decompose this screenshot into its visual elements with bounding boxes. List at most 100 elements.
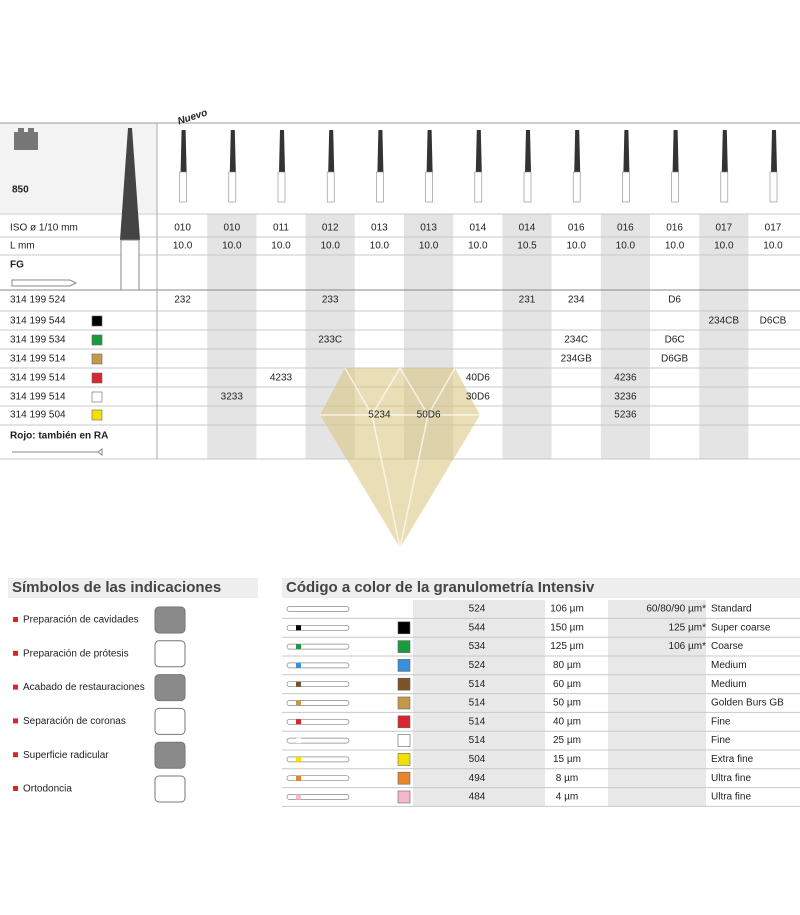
length-value: 10.5 (517, 241, 537, 252)
grit-size: 80 µm (553, 660, 581, 671)
shank-label: FG (10, 260, 24, 271)
color-swatch (91, 391, 103, 403)
length-value: 10.0 (665, 241, 685, 252)
color-swatch (397, 621, 411, 635)
iso-size: 017 (715, 223, 732, 234)
grit-equivalent: 125 µm* (669, 622, 707, 633)
color-swatch (397, 790, 411, 804)
reference: 314 199 544 (10, 316, 66, 327)
iso-size: 014 (469, 223, 486, 234)
grit-code: 514 (469, 716, 486, 727)
cell-code: 232 (174, 295, 191, 306)
iso-size: 016 (568, 223, 585, 234)
length-value: 10.0 (714, 241, 734, 252)
iso-size: 013 (371, 223, 388, 234)
grit-code: 514 (469, 679, 486, 690)
grit-code: 514 (469, 735, 486, 746)
bur-icon (286, 700, 350, 706)
iso-size: 016 (617, 223, 634, 234)
cell-code: 234 (568, 295, 585, 306)
section-band (8, 578, 258, 598)
grit-name: Coarse (711, 641, 744, 652)
background-layer (0, 122, 800, 807)
bur-head (475, 130, 482, 172)
grit-name: Standard (711, 604, 752, 615)
bullet (13, 650, 18, 656)
cell-code: 234C (564, 335, 588, 346)
length-value: 10.0 (173, 241, 193, 252)
grit-size: 125 µm (550, 641, 584, 652)
reference: 314 199 514 (10, 354, 66, 365)
bur-shank (671, 171, 679, 203)
cell-code: 3233 (221, 392, 244, 403)
bur-shank (523, 171, 532, 203)
grit-size: 106 µm (550, 604, 584, 615)
indication-icon (154, 707, 186, 735)
bur-band (296, 794, 301, 800)
bur-shank (720, 171, 729, 203)
cell-code: D6 (668, 295, 681, 306)
grit-name: Fine (711, 735, 731, 746)
grit-name: Super coarse (711, 622, 771, 633)
bur-icon (286, 606, 350, 612)
reference: 314 199 514 (10, 373, 66, 384)
grit-name: Extra fine (711, 754, 754, 765)
grit-name: Ultra fine (711, 773, 751, 784)
iso-size: 012 (322, 223, 339, 234)
reference: 314 199 514 (10, 392, 66, 403)
bur-shank (425, 171, 433, 203)
cell-code: 30D6 (466, 392, 490, 403)
color-swatch (397, 753, 411, 766)
bur-head (574, 130, 581, 172)
shank-icon (11, 279, 78, 287)
color-swatch (397, 696, 411, 710)
bur-band (296, 700, 301, 706)
color-swatch (397, 715, 411, 729)
grit-size: 60 µm (553, 679, 581, 690)
cell-code: 5236 (614, 410, 637, 421)
section-title: Código a color de la granulometría Inten… (286, 579, 595, 596)
indication-text: Ortodoncia (23, 784, 72, 795)
cell-code: 233C (318, 335, 342, 346)
grit-code: 524 (469, 604, 486, 615)
length-value: 10.0 (566, 241, 586, 252)
bur-head (721, 130, 728, 172)
bur-shank (769, 171, 778, 203)
bur-band (296, 644, 301, 650)
bullet (13, 786, 18, 791)
bur-icon (286, 662, 350, 669)
indication-icon (154, 640, 186, 668)
grit-code: 544 (469, 622, 486, 633)
content-layer: 850 Nuevo ISO ø 1/10 mm L mm FG 010 010 011 012 0… (10, 107, 787, 804)
bur-icon (286, 756, 350, 763)
grit-name: Fine (711, 716, 731, 727)
section-band (282, 578, 800, 598)
color-swatch (397, 640, 411, 653)
length-value: 10.0 (763, 241, 783, 252)
cell-code: 4236 (614, 373, 637, 384)
bur-shank (179, 171, 187, 203)
cell-code: 234CB (709, 316, 740, 327)
watermark-facets (344, 366, 456, 417)
grit-size: 50 µm (553, 698, 581, 709)
bur-head (623, 130, 630, 172)
grit-size: 8 µm (556, 773, 578, 784)
ra-shank-icon (12, 448, 103, 456)
indication-text: Superficie radicular (23, 750, 109, 761)
color-swatch (397, 677, 411, 691)
bur-head (229, 130, 236, 172)
length-value: 10.0 (320, 241, 340, 252)
indication-text: Preparación de prótesis (23, 648, 129, 659)
color-swatch (397, 771, 411, 785)
grit-name: Golden Burs GB (711, 698, 784, 709)
cell-code: 50D6 (417, 410, 441, 421)
indication-icon (14, 128, 38, 150)
bur-band (296, 775, 301, 781)
model-number: 850 (12, 185, 29, 196)
indication-text: Acabado de restauraciones (23, 682, 145, 693)
iso-label: ISO ø 1/10 mm (10, 223, 78, 234)
grit-size: 25 µm (553, 735, 581, 746)
cell-code: 234GB (561, 354, 592, 365)
grit-code: 504 (469, 754, 486, 765)
reference: 314 199 504 (10, 410, 66, 421)
